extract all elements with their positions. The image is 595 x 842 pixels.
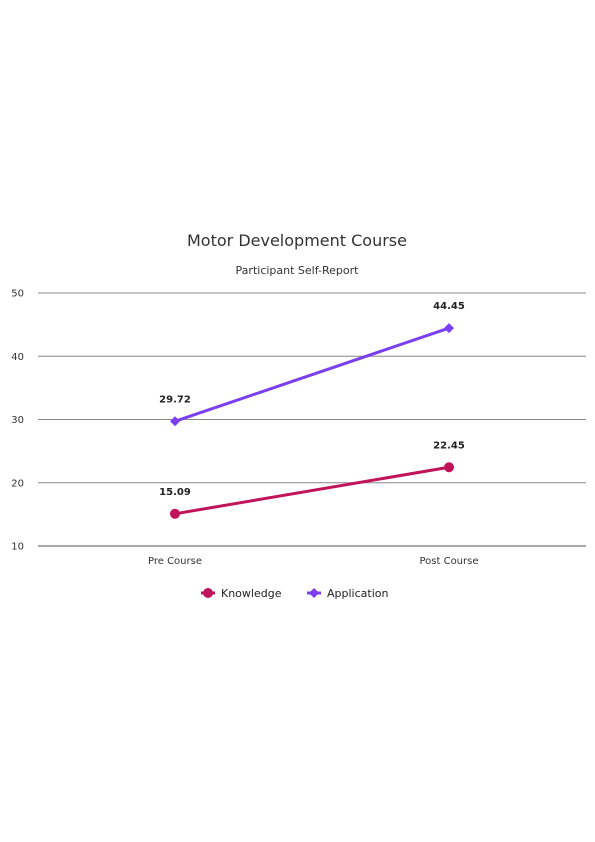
- x-tick-label: Post Course: [419, 556, 478, 567]
- y-tick-label: 10: [11, 542, 24, 553]
- x-axis-ticks: Pre Course Post Course: [148, 556, 479, 567]
- legend-label: Knowledge: [221, 587, 282, 600]
- series-line-application[interactable]: [174, 326, 450, 423]
- legend-circle-icon: [203, 588, 213, 598]
- y-axis-ticks: 10 20 30 40 50: [11, 289, 24, 553]
- data-point[interactable]: [444, 323, 454, 334]
- data-label: 29.72: [159, 394, 191, 405]
- legend[interactable]: Knowledge Application: [201, 587, 388, 600]
- legend-diamond-icon: [309, 588, 319, 598]
- legend-label: Application: [327, 587, 388, 600]
- y-tick-label: 30: [11, 415, 24, 426]
- data-point[interactable]: [444, 462, 454, 473]
- y-tick-label: 50: [11, 289, 24, 300]
- legend-item-application[interactable]: Application: [307, 587, 388, 600]
- y-gridlines: [38, 292, 586, 547]
- data-label: 44.45: [433, 301, 465, 312]
- y-tick-label: 20: [11, 478, 24, 489]
- y-tick-label: 40: [11, 352, 24, 363]
- data-label: 22.45: [433, 440, 465, 451]
- chart-title: Motor Development Course: [187, 231, 407, 250]
- data-labels: 15.09 22.45 29.72 44.45: [159, 301, 465, 498]
- data-point[interactable]: [170, 416, 180, 427]
- data-label: 15.09: [159, 487, 191, 498]
- series-lines: [170, 323, 454, 519]
- chart-subtitle: Participant Self-Report: [236, 264, 360, 277]
- legend-item-knowledge[interactable]: Knowledge: [201, 587, 282, 600]
- data-point[interactable]: [170, 508, 180, 519]
- x-tick-label: Pre Course: [148, 556, 202, 567]
- series-line-knowledge[interactable]: [174, 465, 450, 516]
